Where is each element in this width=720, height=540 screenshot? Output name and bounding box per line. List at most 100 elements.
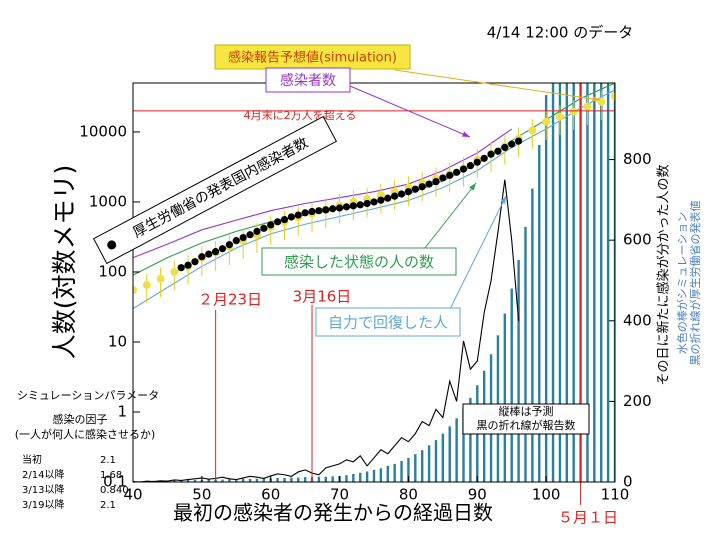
- report-point: [280, 215, 289, 224]
- report-point: [225, 241, 233, 249]
- report-point: [370, 198, 378, 206]
- series-line: [133, 179, 520, 482]
- sim-point: [611, 92, 615, 101]
- report-point: [384, 194, 392, 202]
- report-point: [377, 196, 385, 204]
- report-point: [439, 174, 447, 182]
- bar: [400, 461, 403, 482]
- bar: [379, 468, 383, 482]
- bar: [359, 472, 362, 482]
- x-tick-label: 110: [601, 486, 630, 504]
- bar: [207, 479, 210, 482]
- y2-note: 黒の折れ線が厚生労働省の発表値: [688, 201, 702, 366]
- arrow-head: [469, 183, 476, 191]
- bar: [593, 83, 596, 482]
- params-label: 3/13以降: [22, 483, 64, 496]
- bar: [551, 83, 555, 482]
- bar: [283, 477, 286, 482]
- x-tick-label: 70: [330, 486, 349, 504]
- report-point: [404, 188, 413, 196]
- bar: [173, 480, 176, 482]
- params-note: (一人が何人に感染させるか): [15, 427, 156, 441]
- y2-tick-label: 800: [623, 150, 652, 168]
- params-subtitle: 感染の因子: [53, 412, 108, 426]
- chart-title: 4/14 12:00 のデータ: [487, 24, 633, 42]
- bar: [510, 288, 513, 482]
- legend-box: [261, 247, 457, 276]
- report-point: [411, 185, 419, 193]
- params-title: シミュレーションパラメータ: [17, 389, 159, 402]
- report-point: [212, 248, 220, 256]
- bar: [469, 397, 472, 482]
- sim-point: [528, 126, 537, 135]
- report-point: [480, 154, 488, 162]
- bar: [531, 188, 534, 482]
- arrow-line: [349, 85, 471, 138]
- bar: [179, 480, 183, 482]
- report-point: [198, 253, 206, 261]
- report-point: [260, 224, 268, 232]
- y2-note: 水色の棒がシミュレーション: [675, 212, 689, 355]
- legend-label: 感染者数: [280, 72, 336, 89]
- report-point: [418, 183, 426, 191]
- report-point: [329, 205, 337, 213]
- bar: [262, 478, 266, 482]
- params-value: 0.840: [100, 485, 129, 496]
- series-line: [133, 128, 513, 259]
- bar: [600, 83, 603, 482]
- params-value: 1.68: [100, 470, 122, 481]
- arrow-head: [592, 96, 600, 102]
- legend-marker: [107, 240, 117, 250]
- report-point: [177, 264, 185, 272]
- y2-tick-label: 400: [623, 311, 652, 329]
- params-label: 3/19以降: [22, 498, 64, 511]
- report-point: [515, 137, 523, 145]
- x-tick-label: 60: [261, 486, 280, 504]
- x-axis-label: 最初の感染者の発生からの経過日数: [173, 501, 493, 525]
- y-tick-label: 1000: [89, 192, 127, 210]
- y-tick-label: 10000: [79, 122, 127, 140]
- bar: [228, 479, 231, 482]
- bar: [407, 457, 410, 482]
- bar: [517, 259, 520, 482]
- sim-point: [156, 274, 165, 283]
- report-point: [397, 190, 406, 198]
- report-point: [274, 218, 282, 226]
- report-point: [287, 213, 295, 221]
- bar: [503, 313, 507, 482]
- bar: [420, 450, 424, 482]
- bar: [427, 445, 431, 482]
- y-tick-label: 100: [98, 262, 127, 280]
- report-point: [501, 143, 509, 152]
- arrow-line: [424, 182, 477, 249]
- legend-box: [265, 67, 351, 93]
- report-point: [425, 180, 433, 188]
- legend-rotated: 厚生労働省の発表国内感染者数: [92, 115, 338, 265]
- report-point: [473, 158, 481, 166]
- legend-box: [214, 44, 411, 70]
- bar: [558, 83, 562, 482]
- y-tick-label: 1: [117, 402, 127, 420]
- bar: [448, 426, 451, 482]
- legend-label: 黒の折れ線が報告数: [477, 418, 576, 432]
- x-tick-label: 50: [192, 486, 211, 504]
- bar: [331, 476, 334, 482]
- y2-tick-label: 600: [623, 231, 652, 249]
- sim-point: [133, 286, 137, 295]
- report-point: [335, 204, 344, 212]
- bar: [303, 477, 307, 482]
- arrow-head: [462, 131, 470, 137]
- bar: [365, 471, 369, 482]
- report-point: [494, 147, 502, 155]
- report-point: [205, 250, 213, 258]
- legend-label: 自力で回復した人: [328, 314, 448, 332]
- legend-label: 感染報告予想値(simulation): [228, 50, 397, 66]
- params-value: 2.1: [100, 455, 116, 466]
- report-point: [356, 201, 364, 209]
- y2-tick-label: 200: [623, 392, 652, 410]
- bar: [248, 478, 252, 482]
- legend-box: [462, 403, 590, 435]
- bar: [538, 145, 541, 482]
- report-point: [294, 211, 302, 219]
- bar: [345, 475, 348, 482]
